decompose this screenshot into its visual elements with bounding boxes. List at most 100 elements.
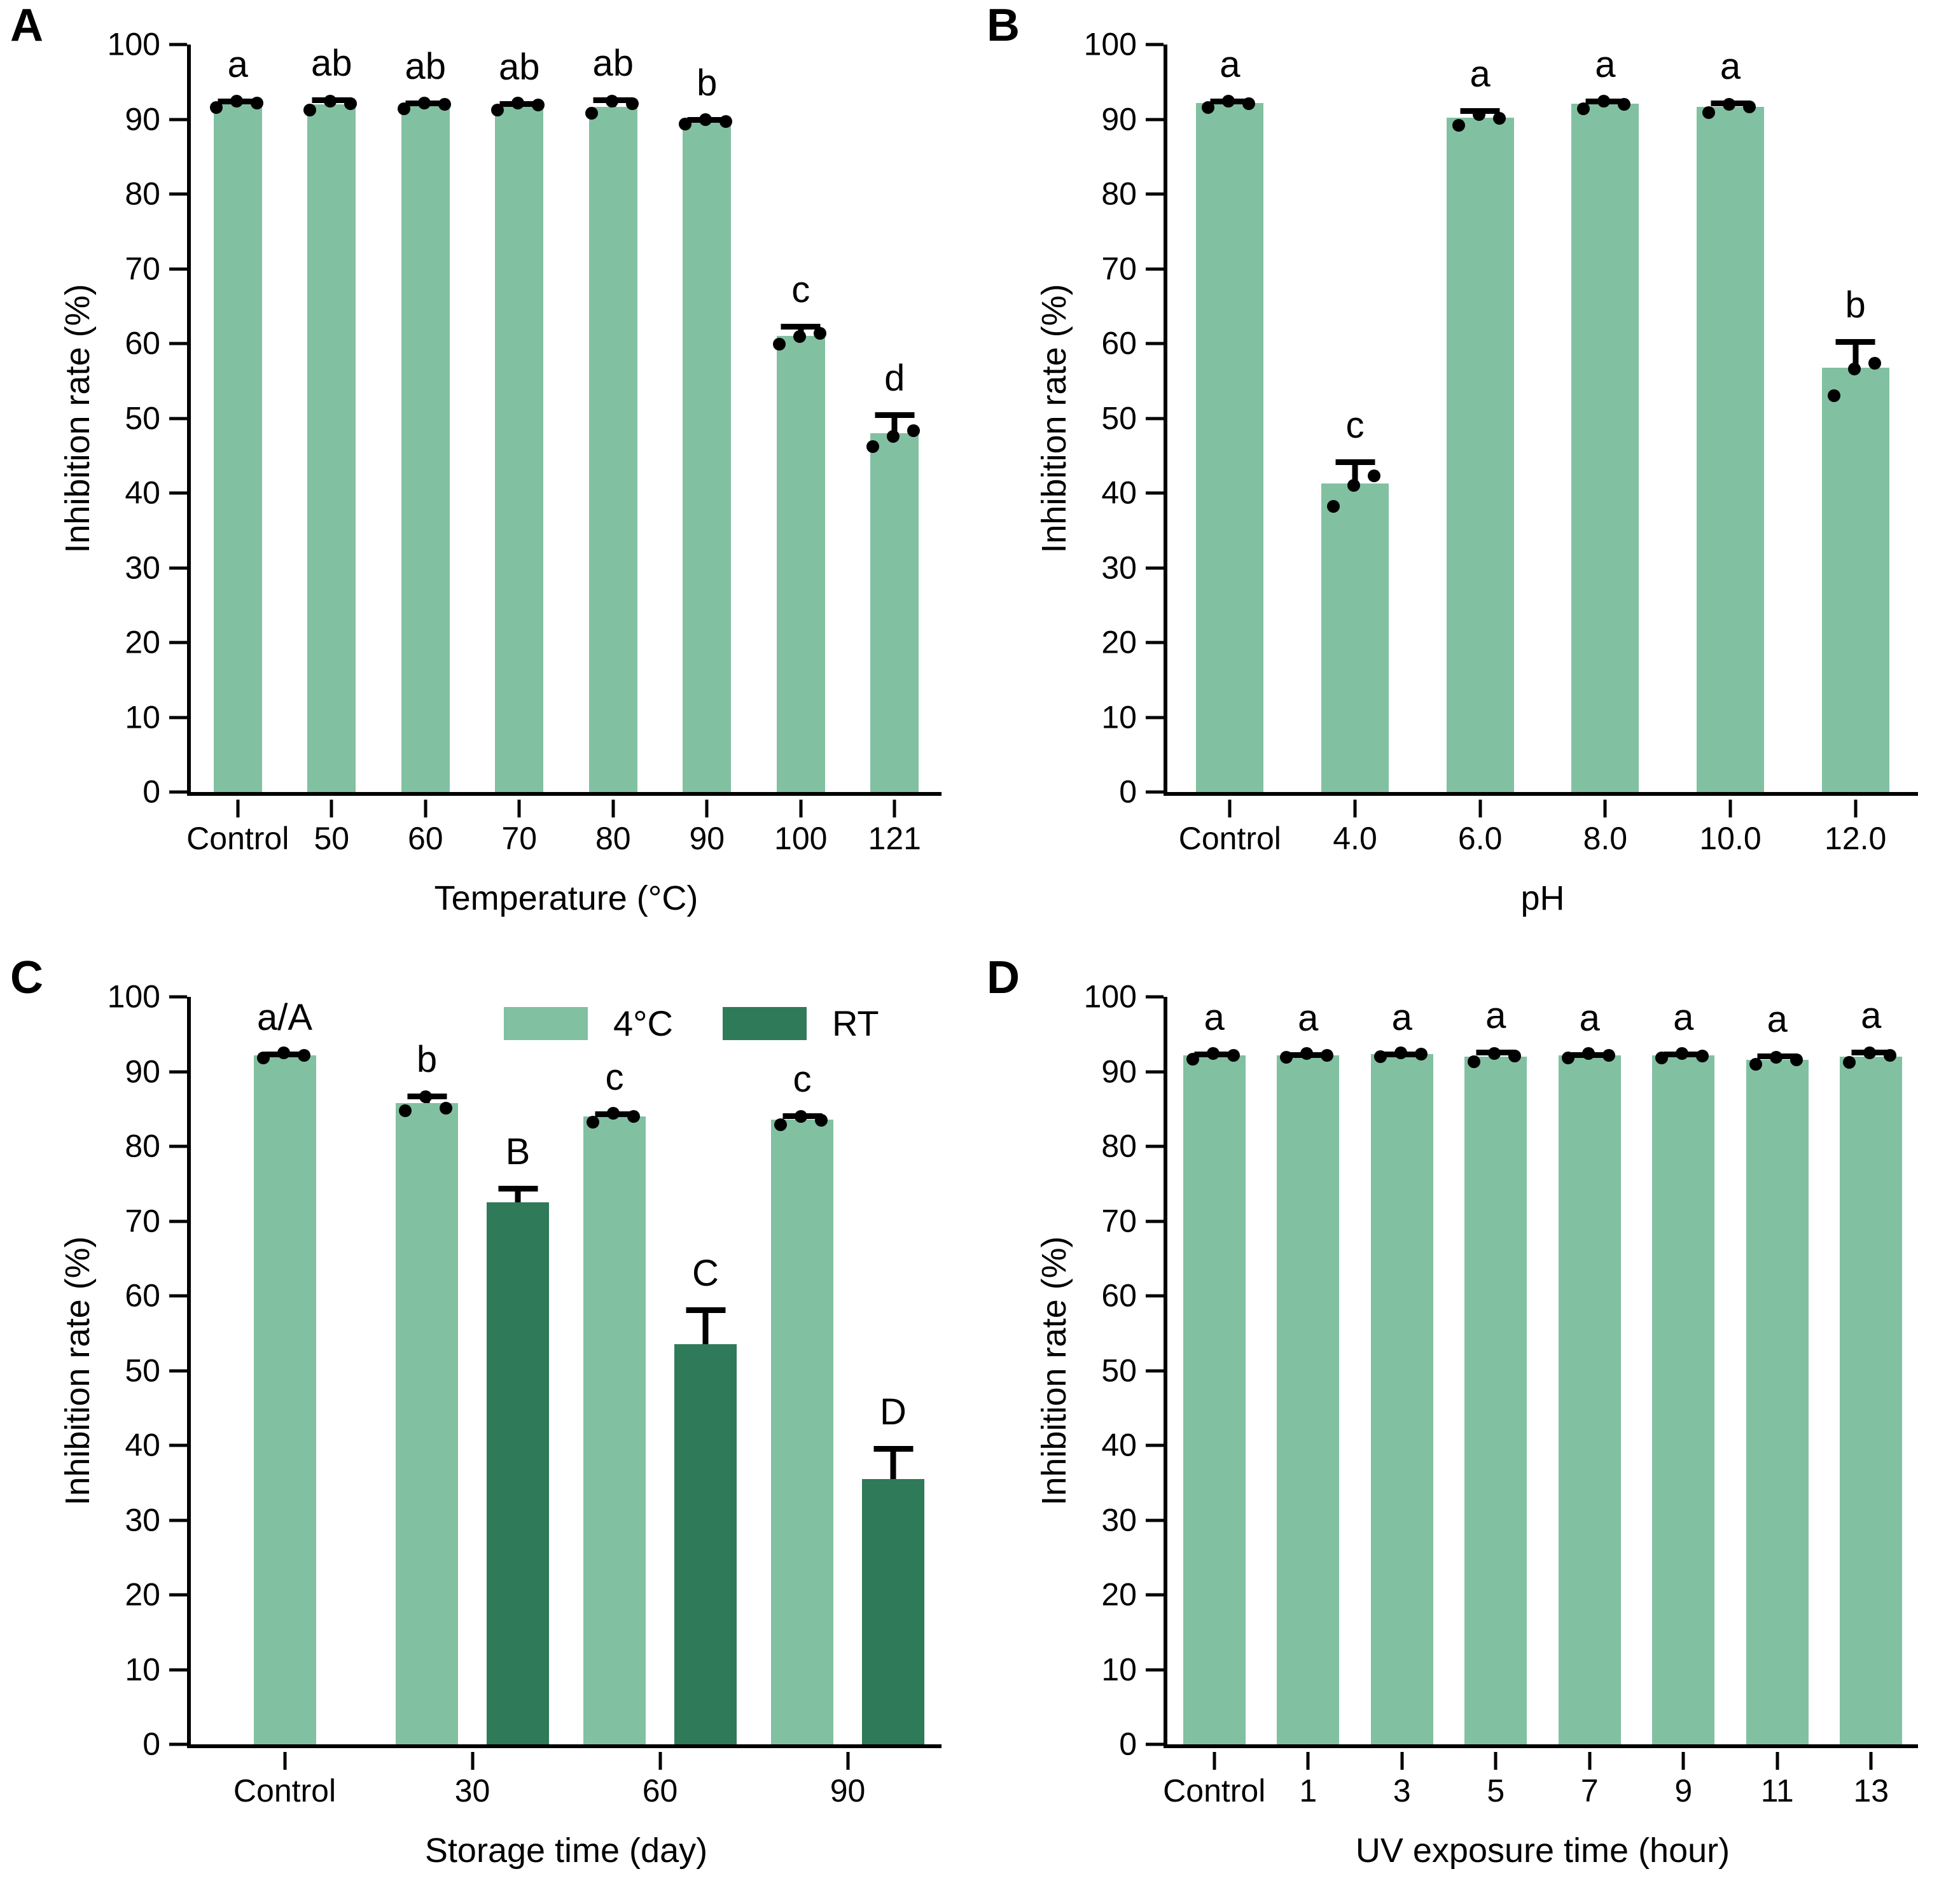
data-point: [1577, 102, 1590, 116]
y-tick-label: 70: [125, 1203, 160, 1239]
bar: [771, 1119, 833, 1744]
x-tick-label: Control: [1178, 821, 1281, 856]
data-point: [1206, 1047, 1220, 1060]
y-tick: [169, 1369, 187, 1372]
panel-a-plot: Inhibition rate (%) Temperature (°C) 0 10…: [59, 29, 942, 915]
x-axis-line: [187, 792, 942, 796]
y-tick-label: 0: [1119, 774, 1137, 810]
y-tick: [169, 566, 187, 569]
y-tick-label: 40: [1101, 1427, 1137, 1463]
y-tick: [1146, 192, 1164, 196]
x-tick: [236, 800, 240, 817]
bar: [495, 106, 544, 792]
x-tick-label: 4.0: [1333, 821, 1377, 856]
y-tick: [169, 491, 187, 495]
x-tick-label: Control: [233, 1773, 337, 1809]
y-tick-label: 90: [1101, 1053, 1137, 1089]
x-tick-label: 10.0: [1699, 821, 1762, 856]
y-tick-label: 50: [125, 400, 160, 436]
x-axis-line: [1164, 792, 1918, 796]
sig-letter: a: [1298, 997, 1319, 1039]
y-tick-label: 0: [142, 1726, 160, 1762]
x-tick: [1588, 1752, 1592, 1770]
x-tick: [330, 800, 333, 817]
data-point: [1373, 1050, 1387, 1063]
data-point: [1227, 1048, 1240, 1062]
bar: [307, 104, 356, 792]
data-point: [1743, 100, 1756, 113]
data-point: [438, 98, 451, 111]
bar: [487, 1202, 549, 1744]
bar: [1183, 1055, 1246, 1744]
x-tick-label: Control: [1163, 1773, 1266, 1809]
y-tick: [169, 641, 187, 644]
y-tick: [1146, 1518, 1164, 1522]
sig-letter: D: [880, 1391, 907, 1433]
data-point: [1280, 1051, 1293, 1064]
x-tick-label: 3: [1393, 1773, 1411, 1809]
sig-letter: c: [605, 1056, 624, 1098]
y-axis-title: Inhibition rate (%): [59, 1235, 97, 1506]
panel-c-label: C: [10, 952, 43, 1003]
bar: [1277, 1055, 1340, 1744]
sig-letter: C: [692, 1252, 719, 1294]
data-point: [1702, 106, 1715, 119]
x-tick-label: 9: [1674, 1773, 1693, 1809]
data-point: [1723, 98, 1735, 111]
data-point: [719, 115, 733, 129]
bar: [396, 1102, 458, 1744]
data-point: [605, 95, 618, 108]
data-point: [1868, 356, 1881, 370]
sig-letter: d: [884, 358, 905, 400]
legend-swatch-4c: [504, 1007, 588, 1040]
y-tick: [1146, 491, 1164, 495]
legend-item-rt: RT: [722, 1003, 879, 1043]
data-point: [1581, 1047, 1595, 1060]
sig-letter: c: [1345, 405, 1365, 447]
x-tick-label: 30: [454, 1773, 490, 1809]
error-bar: [1852, 338, 1859, 368]
data-point: [1863, 1046, 1877, 1060]
sig-letter: a: [1767, 999, 1788, 1041]
y-tick-label: 10: [125, 1651, 160, 1687]
bar: [583, 1116, 646, 1744]
x-tick: [471, 1752, 474, 1770]
y-tick: [1146, 1443, 1164, 1447]
sig-letter: ab: [498, 46, 540, 88]
y-tick-label: 30: [125, 1502, 160, 1538]
x-tick-label: Control: [186, 821, 289, 856]
data-point: [1827, 389, 1840, 403]
legend-label-rt: RT: [831, 1003, 879, 1043]
y-tick-label: 70: [1101, 251, 1137, 286]
x-tick: [799, 800, 803, 817]
bar: [1446, 118, 1514, 792]
sig-letter: a: [1595, 43, 1616, 85]
data-point: [511, 96, 525, 109]
y-tick: [169, 790, 187, 794]
y-tick-label: 60: [125, 325, 160, 361]
y-tick-label: 20: [125, 624, 160, 660]
bar: [588, 106, 637, 792]
x-tick-label: 60: [642, 1773, 678, 1809]
y-tick: [169, 342, 187, 345]
y-tick: [169, 716, 187, 719]
bar: [1196, 102, 1264, 792]
x-tick-label: 60: [407, 821, 443, 856]
y-tick-label: 30: [1101, 1502, 1137, 1538]
sig-letter: b: [1845, 284, 1866, 326]
x-tick: [517, 800, 521, 817]
data-point: [1602, 1048, 1615, 1062]
x-tick-label: 121: [868, 821, 921, 856]
data-point: [399, 1104, 412, 1117]
data-point: [607, 1107, 620, 1120]
data-point: [1300, 1047, 1314, 1060]
y-tick: [1146, 267, 1164, 270]
x-tick: [1478, 800, 1482, 817]
panel-b: B Inhibition rate (%) pH 0 10 20 30 40 50 60 70…: [976, 0, 1953, 952]
sig-letter: a: [1204, 996, 1225, 1038]
x-tick-label: 100: [774, 821, 828, 856]
y-tick-label: 90: [1101, 101, 1137, 137]
legend-label-4c: 4°C: [613, 1003, 673, 1043]
y-tick: [1146, 1144, 1164, 1148]
